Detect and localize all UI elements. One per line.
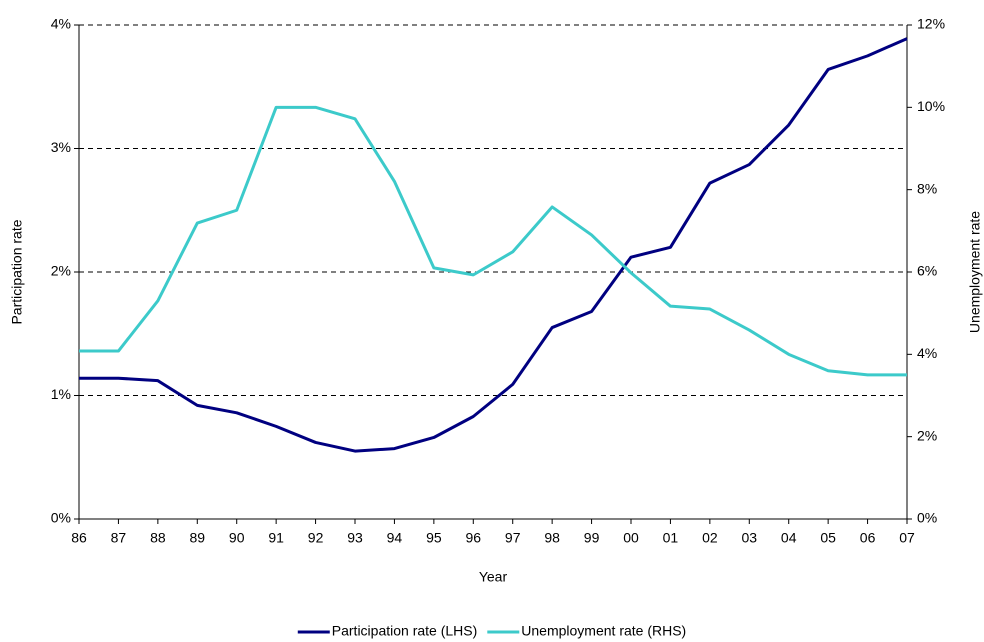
x-tick-label: 05 [820,530,836,546]
x-tick-label: 89 [189,530,205,546]
x-tick-label: 02 [702,530,718,546]
y2-tick-label: 12% [917,16,945,32]
x-tick-label: 97 [505,530,521,546]
y2-tick-label: 10% [917,98,945,114]
x-tick-label: 93 [347,530,363,546]
x-tick-label: 00 [623,530,639,546]
x-tick-label: 04 [781,530,797,546]
y2-tick-label: 0% [917,510,937,526]
x-tick-label: 03 [741,530,757,546]
x-tick-label: 94 [387,530,403,546]
legend-label: Participation rate (LHS) [332,623,478,639]
y-tick-label: 0% [51,510,71,526]
x-tick-label: 91 [268,530,284,546]
data-line [79,37,908,453]
y-tick-label: 3% [51,139,71,155]
y-tick-label: 2% [51,263,71,279]
x-tick-label: 06 [860,530,876,546]
y-axis-label: Participation rate [9,219,25,324]
x-axis-label: Year [479,569,508,585]
x-tick-label: 01 [663,530,679,546]
y-tick-label: 4% [51,16,71,32]
x-tick-label: 90 [229,530,245,546]
y2-axis-label: Unemployment rate [967,211,983,333]
x-tick-label: 96 [465,530,481,546]
y2-tick-label: 2% [917,427,937,443]
x-tick-label: 95 [426,530,442,546]
x-tick-label: 07 [899,530,915,546]
data-line [79,105,907,377]
legend-label: Unemployment rate (RHS) [521,623,686,639]
x-tick-label: 99 [584,530,600,546]
x-tick-label: 86 [71,530,87,546]
y2-tick-label: 6% [917,263,937,279]
y2-tick-label: 8% [917,180,937,196]
x-tick-label: 87 [111,530,127,546]
y-tick-label: 1% [51,386,71,402]
x-tick-label: 92 [308,530,324,546]
x-tick-label: 88 [150,530,166,546]
x-tick-label: 98 [544,530,560,546]
y2-tick-label: 4% [917,345,937,361]
